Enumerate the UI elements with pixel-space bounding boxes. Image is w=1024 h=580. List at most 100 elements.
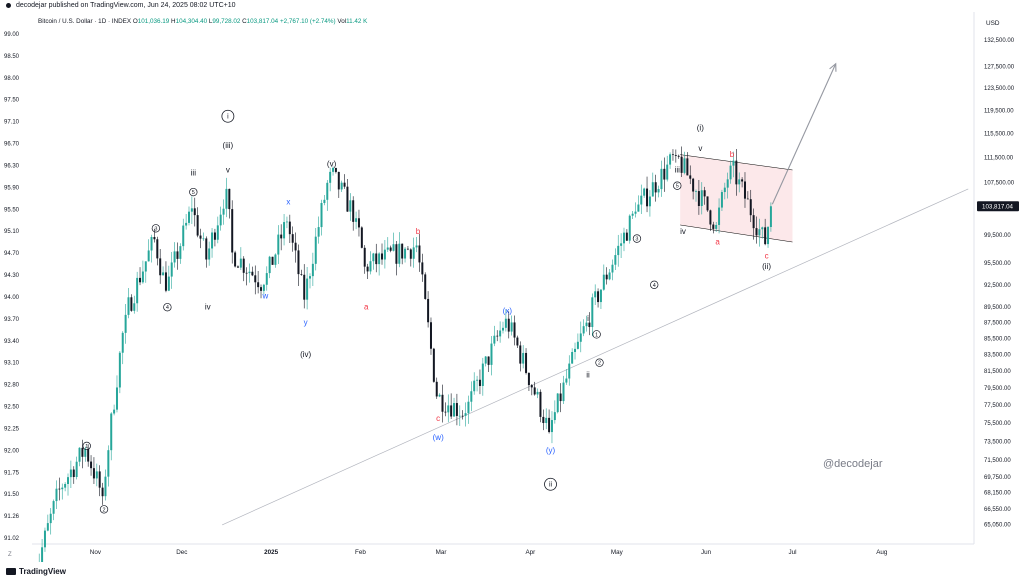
candle-body bbox=[429, 322, 432, 349]
candle-body bbox=[723, 187, 726, 193]
author-avatar-icon bbox=[6, 2, 11, 8]
candle-body bbox=[349, 200, 352, 212]
candle-body bbox=[239, 258, 242, 268]
chart-area[interactable]: 99.00 98.50 98.00 97.50 97.10 96.70 96.30 95.90… bbox=[0, 12, 1024, 562]
right-axis-tick: 115,500.00 bbox=[984, 132, 1014, 138]
left-axis-tick: 91.02 bbox=[4, 536, 20, 542]
candle-body bbox=[260, 287, 263, 291]
candle-body bbox=[334, 167, 337, 172]
candle-body bbox=[236, 266, 239, 268]
wave-label: (ii) bbox=[762, 262, 771, 271]
candle-body bbox=[274, 254, 277, 265]
candle-body bbox=[366, 266, 369, 272]
candle-body bbox=[758, 229, 761, 236]
candle-body bbox=[167, 276, 170, 291]
left-axis-tick: 94.00 bbox=[4, 295, 20, 301]
wave-label: 1 bbox=[85, 444, 88, 450]
price-chart[interactable]: 99.00 98.50 98.00 97.50 97.10 96.70 96.30 95.90… bbox=[0, 12, 1024, 562]
zoom-button[interactable]: Z bbox=[8, 552, 12, 558]
candle-body bbox=[504, 318, 507, 328]
candle-body bbox=[712, 224, 715, 229]
candle-body bbox=[72, 469, 75, 478]
wave-label: 2 bbox=[598, 361, 601, 367]
candle-body bbox=[401, 243, 404, 259]
candle-body bbox=[162, 272, 165, 276]
ohlc-legend: Bitcoin / U.S. Dollar · 1D · INDEX O101,… bbox=[38, 18, 367, 25]
candle-body bbox=[205, 238, 208, 260]
x-axis-tick: Apr bbox=[525, 549, 535, 556]
candle-body bbox=[599, 289, 602, 303]
candle-body bbox=[752, 215, 755, 229]
candle-body bbox=[262, 284, 265, 291]
left-axis-tick: 92.00 bbox=[4, 448, 20, 454]
candle-body bbox=[764, 227, 767, 245]
left-axis-tick: 96.30 bbox=[4, 163, 20, 169]
candle-body bbox=[213, 232, 216, 240]
candle-body bbox=[507, 318, 510, 332]
left-axis-tick: 95.50 bbox=[4, 207, 20, 213]
candle-body bbox=[415, 245, 418, 248]
candle-body bbox=[689, 175, 692, 179]
candle-body bbox=[216, 225, 219, 240]
wave-label: v bbox=[698, 144, 702, 153]
candle-body bbox=[219, 214, 222, 226]
candle-body bbox=[87, 448, 90, 462]
candle-body bbox=[124, 314, 127, 333]
open-value: 101,036.19 bbox=[137, 18, 170, 25]
candle-body bbox=[95, 471, 98, 479]
left-axis-tick: 98.00 bbox=[4, 76, 20, 82]
candle-body bbox=[251, 271, 254, 276]
candle-body bbox=[654, 182, 657, 193]
candle-body bbox=[729, 165, 732, 180]
candle-body bbox=[375, 253, 378, 265]
candle-body bbox=[467, 401, 470, 414]
candle-body bbox=[337, 171, 340, 190]
candle-body bbox=[78, 447, 81, 462]
candle-body bbox=[199, 235, 202, 239]
candle-body bbox=[582, 326, 585, 334]
candle-body bbox=[75, 461, 78, 478]
wave-label: ii bbox=[586, 371, 590, 380]
candle-body bbox=[208, 248, 211, 260]
wave-label: iii bbox=[191, 169, 197, 178]
wave-label: 1 bbox=[595, 332, 598, 338]
brand-label: TradingView bbox=[19, 567, 66, 576]
candle-body bbox=[545, 417, 548, 424]
wave-label-circle bbox=[163, 303, 172, 312]
candle-body bbox=[283, 222, 286, 239]
candle-body bbox=[576, 341, 579, 349]
candle-body bbox=[314, 236, 317, 264]
right-axis-tick: 111,500.00 bbox=[984, 156, 1014, 162]
right-axis-tick: 79,500.00 bbox=[984, 386, 1011, 392]
left-axis-tick: 94.70 bbox=[4, 251, 20, 257]
volume-value: 11.42 K bbox=[346, 18, 368, 25]
right-axis-tick: 65,050.00 bbox=[984, 522, 1011, 528]
candle-body bbox=[536, 391, 539, 395]
candle-body bbox=[735, 160, 738, 185]
candle-body bbox=[320, 203, 323, 228]
wave-label: (w) bbox=[433, 433, 444, 442]
candle-body bbox=[156, 239, 159, 259]
candle-body bbox=[222, 208, 225, 215]
candle-body bbox=[234, 252, 237, 267]
candle-body bbox=[202, 238, 205, 240]
candle-body bbox=[389, 247, 392, 251]
candle-body bbox=[441, 394, 444, 412]
low-label: L bbox=[208, 18, 213, 25]
candle-body bbox=[453, 403, 456, 417]
x-axis-tick: Jul bbox=[788, 549, 796, 556]
candle-body bbox=[579, 333, 582, 342]
candle-body bbox=[709, 210, 712, 225]
wave-label: (iv) bbox=[300, 350, 311, 359]
left-axis-tick: 92.25 bbox=[4, 426, 20, 432]
wave-label: b bbox=[416, 227, 421, 236]
left-axis-tick: 96.70 bbox=[4, 142, 20, 148]
candle-body bbox=[620, 243, 623, 246]
candle-body bbox=[297, 250, 300, 275]
left-axis-tick: 91.75 bbox=[4, 470, 20, 476]
candle-body bbox=[409, 249, 412, 259]
candle-body bbox=[550, 420, 553, 433]
candle-body bbox=[58, 488, 61, 490]
candle-body bbox=[438, 394, 441, 397]
candle-body bbox=[110, 413, 113, 451]
